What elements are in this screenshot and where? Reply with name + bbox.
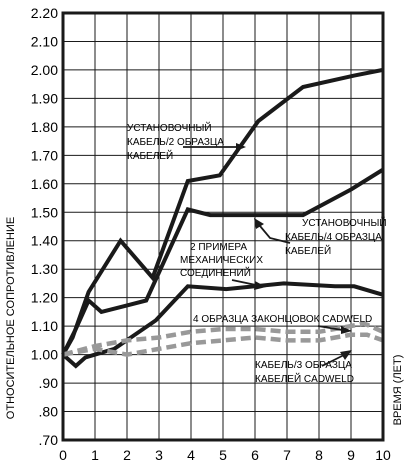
x-tick-label: 9 [347,447,355,463]
series-line-4-dashed [62,320,384,357]
y-tick-label: 1.30 [31,261,58,277]
y-tick-label: 1.50 [31,204,58,220]
annotation-a2: УСТАНОВОЧНЫЙ КАБЕЛЬ/4 ОБРАЗЦА КАБЕЛЕЙ [285,216,389,257]
x-tick-label: 3 [155,447,163,463]
annotation-a1-line: УСТАНОВОЧНЫЙ [127,121,212,134]
annotation-a1-line: КАБЕЛЕЙ [127,149,173,162]
pointer-a5 [321,354,345,367]
pointer-a2 [259,225,291,244]
y-tick-label: 1.00 [31,347,58,363]
y-tick-label: 2.00 [31,62,58,78]
pointer-a2-arrowhead [254,218,264,229]
y-tick-label: .70 [39,432,59,448]
annotation-a2-line: УСТАНОВОЧНЫЙ [302,216,387,229]
annotation-a5: КАБЕЛЬ/3 ОБРАЗЦА КАБЕЛЕЙ CADWELD [255,360,355,385]
pointer-a3 [231,279,257,286]
annotation-a4-line: 4 ОБРАЗЦА ЗАКОНЦОВОК CADWELD [193,314,372,325]
series-lines [61,67,385,369]
annotation-pointers [183,143,352,367]
pointer-a1-arrowhead [236,143,246,151]
pointer-a3-arrowhead [254,281,266,290]
annotation-a3-line: МЕХАНИЧЕСКИХ [180,255,263,266]
annotation-a5-line: КАБЕЛЕЙ CADWELD [255,372,354,385]
x-tick-label: 1 [91,447,99,463]
y-tick-label: 1.40 [31,233,58,249]
x-tick-label: 4 [187,447,195,463]
y-tick-label: 2.10 [31,33,58,49]
tick-labels: 0 1 2 3 4 5 6 7 8 9 10 .70 .80 .90 1.00 1.10 1.20 1.30 1.4… [31,5,391,463]
y-axis-title: ОТНОСИТЕЛЬНОЕ СОПРОТИВЛЕНИЕ [5,217,17,419]
y-tick-label: 1.80 [31,119,58,135]
plot-frame [61,11,385,442]
y-tick-label: 1.90 [31,90,58,106]
x-tick-label: 5 [219,447,227,463]
annotation-a1-line: КАБЕЛЬ/2 ОБРАЗЦА [127,137,224,148]
y-tick-label: .80 [39,404,59,420]
annotation-a3: 2 ПРИМЕРА МЕХАНИЧЕСКИХ СОЕДИНЕНИЙ [180,242,266,279]
annotation-a2-line: КАБЕЛЕЙ [285,244,331,257]
y-tick-label: 1.10 [31,318,58,334]
annotation-a4: 4 ОБРАЗЦА ЗАКОНЦОВОК CADWELD [193,314,372,325]
series-line-5-dashed [62,332,384,357]
pointer-a5-arrowhead [340,350,352,360]
annotation-a2-line: КАБЕЛЬ/4 ОБРАЗЦА [285,232,382,243]
series-line-2-solid [61,67,384,356]
series-line-3-solid [61,281,384,369]
x-tick-label: 8 [315,447,323,463]
y-tick-label: 1.70 [31,147,58,163]
pointer-a4-arrowhead [341,326,352,334]
annotation-a5-line: КАБЕЛЬ/3 ОБРАЗЦА [255,360,352,371]
y-tick-label: 1.20 [31,290,58,306]
annotation-a3-line: 2 ПРИМЕРА [190,242,247,253]
x-axis-title: ВРЕМЯ (ЛЕТ) [392,355,404,426]
plot-border [61,11,385,442]
y-tick-label: 1.60 [31,176,58,192]
x-tick-label: 6 [251,447,259,463]
x-tick-label: 0 [59,447,67,463]
x-tick-label: 7 [283,447,291,463]
y-tick-label: .90 [39,375,59,391]
x-tick-label: 10 [375,447,391,463]
annotation-a1: УСТАНОВОЧНЫЙ КАБЕЛЬ/2 ОБРАЗЦА КАБЕЛЕЙ [127,121,227,162]
annotations: УСТАНОВОЧНЫЙ КАБЕЛЬ/2 ОБРАЗЦА КАБЕЛЕЙ УС… [127,121,389,385]
y-tick-label: 2.20 [31,5,58,21]
pointer-a4 [317,325,343,331]
series-line-1-solid [61,167,385,356]
x-tick-label: 2 [123,447,131,463]
annotation-a3-line: СОЕДИНЕНИЙ [180,266,251,279]
